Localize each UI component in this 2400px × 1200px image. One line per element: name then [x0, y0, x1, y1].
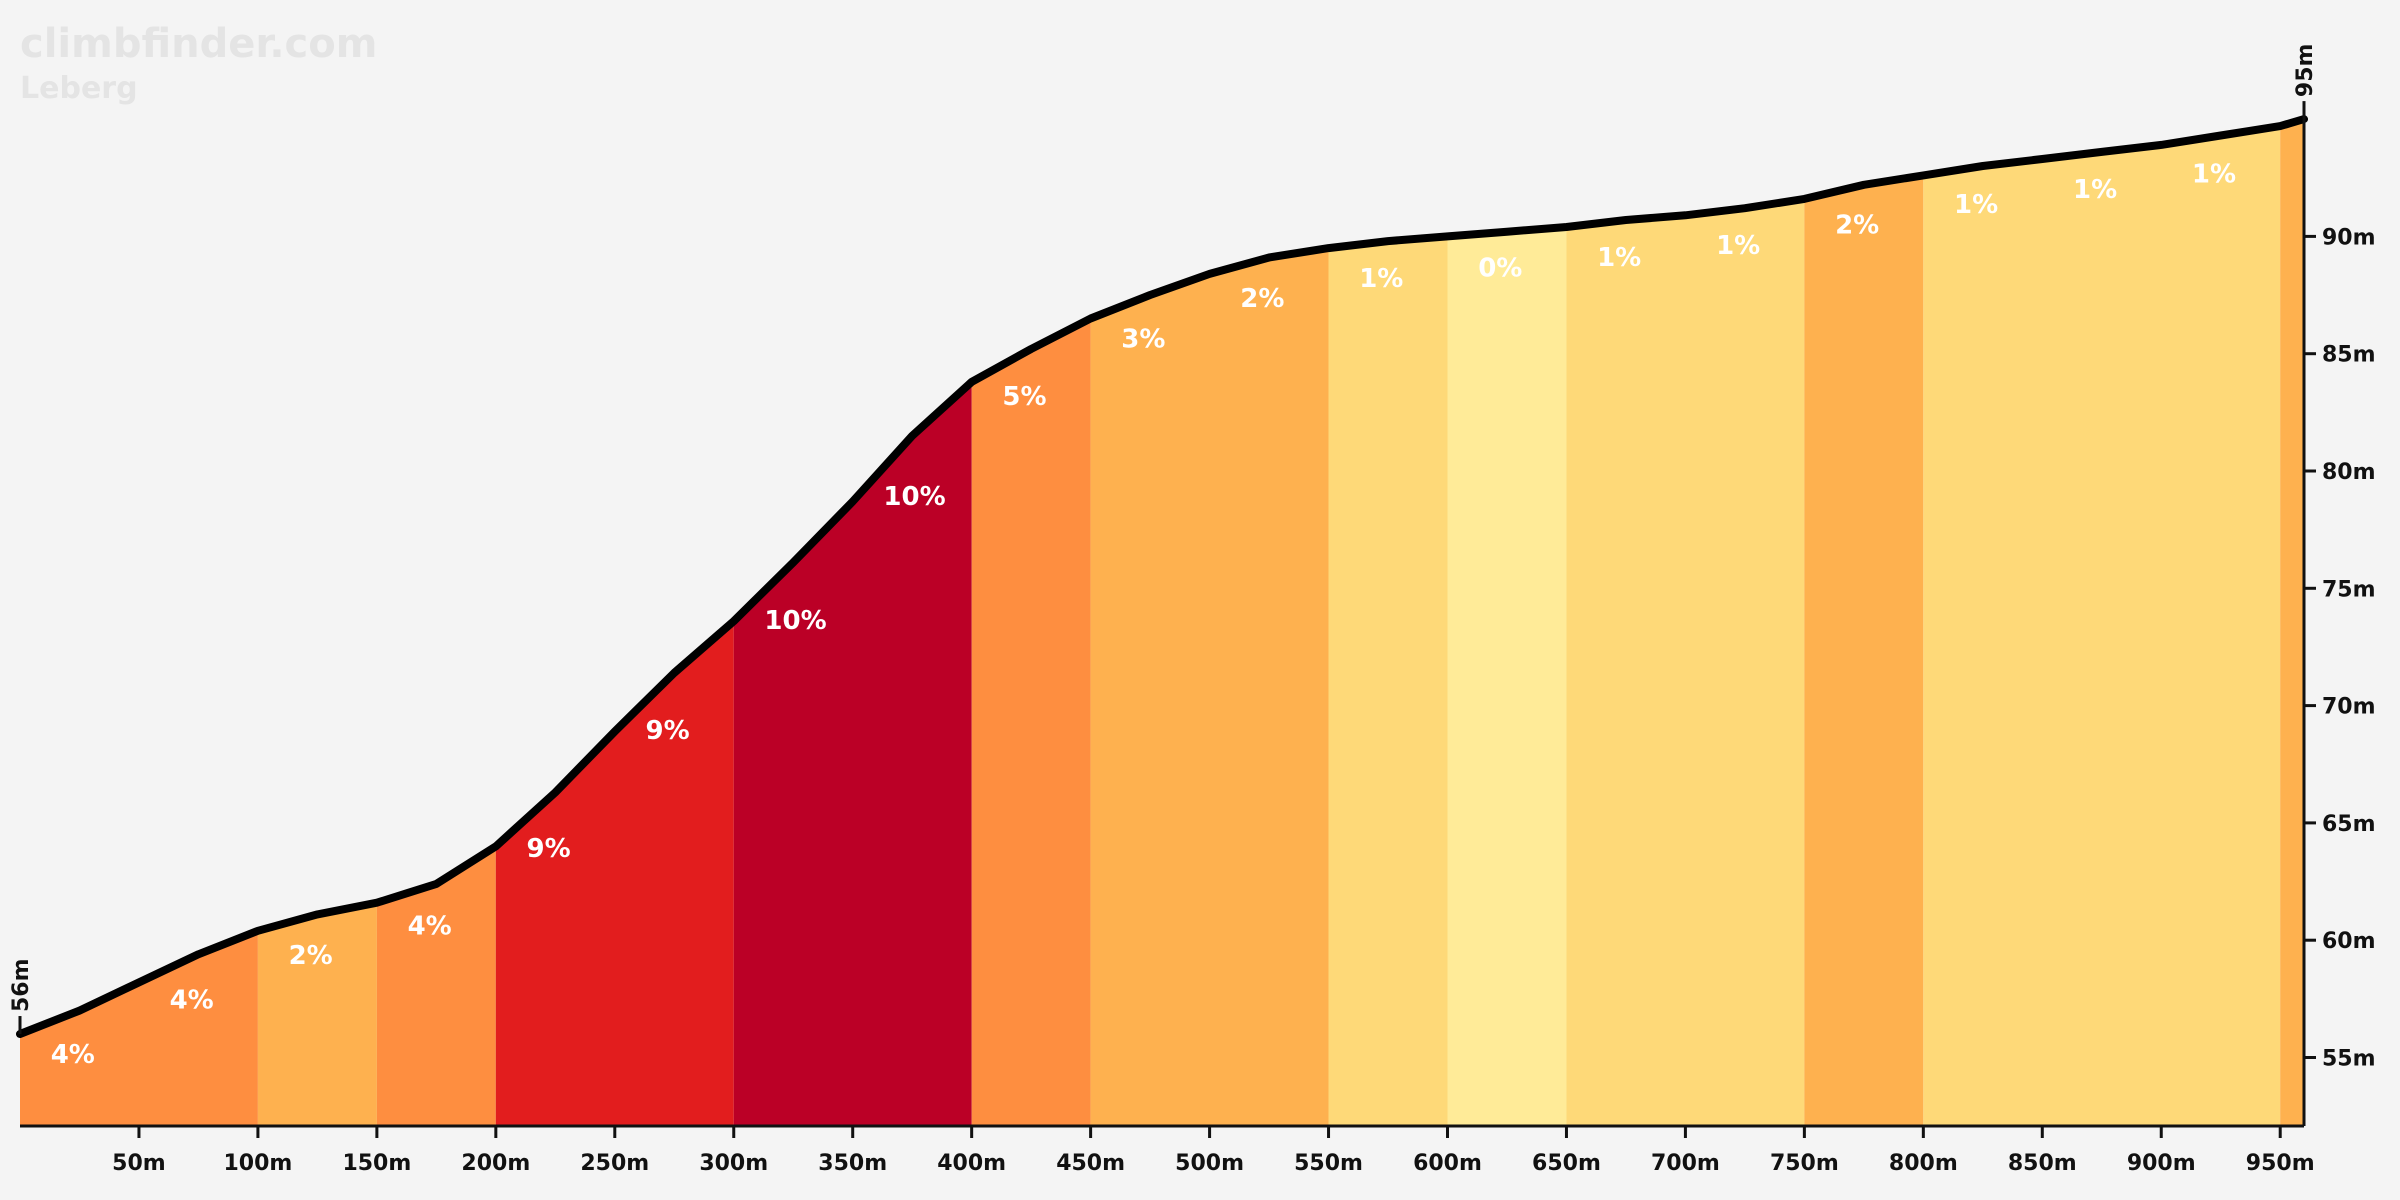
end-markers: 56m 95m — [9, 44, 2318, 1035]
x-tick-label-3: 200m — [461, 1151, 530, 1176]
x-tick-label-5: 300m — [699, 1151, 768, 1176]
gradient-segment-1 — [257, 902, 377, 1126]
watermark-site: climbfinder.com — [20, 21, 377, 67]
start-elevation-label: 56m — [9, 958, 34, 1012]
grade-label-1: 4% — [170, 986, 214, 1016]
x-tick-label-12: 650m — [1532, 1151, 1601, 1176]
x-tick-label-4: 250m — [580, 1151, 649, 1176]
x-tick-label-1: 100m — [223, 1151, 292, 1176]
profile-line-group — [16, 115, 2308, 1038]
x-tick-label-9: 500m — [1175, 1151, 1244, 1176]
grade-label-10: 2% — [1240, 284, 1284, 314]
x-tick-label-8: 450m — [1056, 1151, 1125, 1176]
gradient-segment-6 — [1090, 248, 1329, 1127]
y-tick-label-1: 60m — [2322, 929, 2376, 954]
grade-labels: 4% 4% 2% 4% 9% 9% 10% 10% 5% 3% 2% 1% 0% 1% 1% 2% 1% 1% 1% — [51, 159, 2236, 1070]
x-axis: 50m 100m 150m 200m 250m 300m 350m 400m 450m 500m 5… — [20, 1124, 2315, 1176]
y-tick-label-2: 65m — [2322, 812, 2376, 837]
x-tick-label-7: 400m — [937, 1151, 1006, 1176]
gradient-segment-3 — [495, 621, 734, 1126]
gradient-segment-11 — [1923, 126, 2281, 1127]
x-tick-label-2: 150m — [342, 1151, 411, 1176]
y-tick-label-3: 70m — [2322, 695, 2376, 720]
x-tick-label-16: 850m — [2008, 1151, 2077, 1176]
grade-label-2: 2% — [289, 941, 333, 971]
gradient-segment-10 — [1804, 175, 1924, 1126]
profile-line — [16, 115, 2308, 1038]
x-tick-label-15: 800m — [1889, 1151, 1958, 1176]
y-tick-label-4: 75m — [2322, 577, 2376, 602]
gradient-segment-2 — [376, 846, 496, 1126]
y-tick-label-7: 90m — [2322, 225, 2376, 250]
grade-label-18: 1% — [2192, 159, 2236, 189]
grade-label-8: 5% — [1002, 382, 1046, 412]
y-tick-label-0: 55m — [2322, 1047, 2376, 1072]
x-tick-label-18: 950m — [2246, 1151, 2315, 1176]
grade-label-4: 9% — [527, 834, 571, 864]
grade-label-12: 0% — [1478, 254, 1522, 284]
y-tick-label-5: 80m — [2322, 460, 2376, 485]
y-axis: 55m 60m 65m 70m 75m 80m 85m 90m — [2302, 118, 2376, 1126]
x-tick-label-10: 550m — [1294, 1151, 1363, 1176]
grade-label-3: 4% — [408, 911, 452, 941]
x-tick-label-13: 700m — [1651, 1151, 1720, 1176]
y-tick-label-6: 85m — [2322, 343, 2376, 368]
gradient-segment-0 — [20, 930, 258, 1126]
end-elevation-label: 95m — [2293, 44, 2318, 98]
grade-label-6: 10% — [764, 606, 826, 636]
x-tick-label-14: 750m — [1770, 1151, 1839, 1176]
grade-label-16: 1% — [1954, 190, 1998, 220]
gradient-segment-8 — [1447, 227, 1567, 1126]
x-tick-label-6: 350m — [818, 1151, 887, 1176]
gradient-segment-5 — [971, 318, 1091, 1126]
grade-label-9: 3% — [1121, 324, 1165, 354]
x-tick-label-17: 900m — [2127, 1151, 2196, 1176]
x-tick-label-0: 50m — [112, 1151, 166, 1176]
grade-label-11: 1% — [1359, 264, 1403, 294]
x-tick-label-11: 600m — [1413, 1151, 1482, 1176]
gradient-segment-7 — [1328, 236, 1448, 1126]
grade-label-17: 1% — [2073, 175, 2117, 205]
gradient-segments — [20, 119, 2304, 1127]
grade-label-7: 10% — [883, 482, 945, 512]
gradient-segment-9 — [1566, 198, 1805, 1126]
grade-label-15: 2% — [1835, 210, 1879, 240]
grade-label-5: 9% — [646, 716, 690, 746]
watermark: climbfinder.com Leberg — [20, 21, 377, 106]
grade-label-13: 1% — [1597, 243, 1641, 273]
gradient-segment-12 — [2280, 119, 2304, 1127]
grade-label-0: 4% — [51, 1040, 95, 1070]
grade-label-14: 1% — [1716, 231, 1760, 261]
watermark-climb-name: Leberg — [20, 71, 138, 106]
